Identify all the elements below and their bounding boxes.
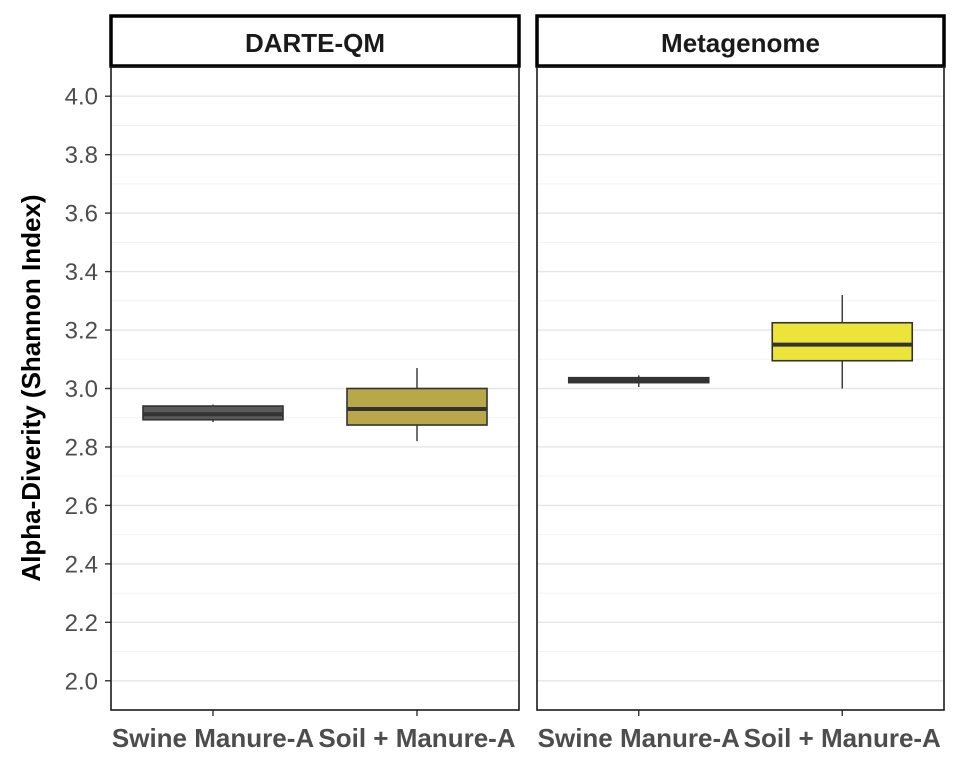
panel-border bbox=[536, 66, 945, 711]
y-axis: 2.0 2.2 2.4 2.6 2.8 3.0 3.2 3.4 3.6 3.8 4.0 bbox=[65, 84, 111, 695]
box-iqr bbox=[346, 387, 488, 426]
y-tick-label: 3.8 bbox=[65, 142, 98, 169]
y-tick-label: 2.0 bbox=[65, 668, 98, 695]
y-tick-label: 2.6 bbox=[65, 493, 98, 520]
box-swine-manure-a bbox=[142, 404, 284, 423]
box-swine-manure-a bbox=[567, 375, 710, 388]
x-tick-label: Swine Manure-A bbox=[538, 723, 740, 753]
y-tick-label: 2.8 bbox=[65, 434, 98, 461]
y-tick-label: 2.2 bbox=[65, 610, 98, 637]
facet-strip bbox=[109, 14, 521, 68]
y-tick-label: 3.2 bbox=[65, 318, 98, 345]
box-soil-manure-a bbox=[771, 294, 914, 389]
x-tick-label: Soil + Manure-A bbox=[744, 723, 941, 753]
facet-title: DARTE-QM bbox=[245, 28, 385, 58]
box-iqr bbox=[771, 321, 914, 362]
facet-strip bbox=[535, 14, 946, 68]
y-axis-label: Alpha-Diverity (Shannon Index) bbox=[16, 194, 46, 581]
y-tick-label: 3.6 bbox=[65, 201, 98, 228]
box-soil-manure-a bbox=[346, 368, 488, 442]
y-tick-label: 4.0 bbox=[65, 84, 98, 111]
panel-border bbox=[110, 66, 520, 711]
panel-metagenome: Metagenome Swine Manure-A Soil + Manure-A bbox=[535, 14, 946, 753]
x-tick-label: Swine Manure-A bbox=[112, 723, 314, 753]
panel-darte-qm: DARTE-QM Swine Manure-A Soil + Manure-A bbox=[109, 14, 521, 753]
y-tick-label: 3.4 bbox=[65, 259, 98, 286]
y-tick-label: 2.4 bbox=[65, 551, 98, 578]
facet-title: Metagenome bbox=[661, 28, 820, 58]
y-tick-label: 3.0 bbox=[65, 376, 98, 403]
x-tick-label: Soil + Manure-A bbox=[318, 723, 515, 753]
